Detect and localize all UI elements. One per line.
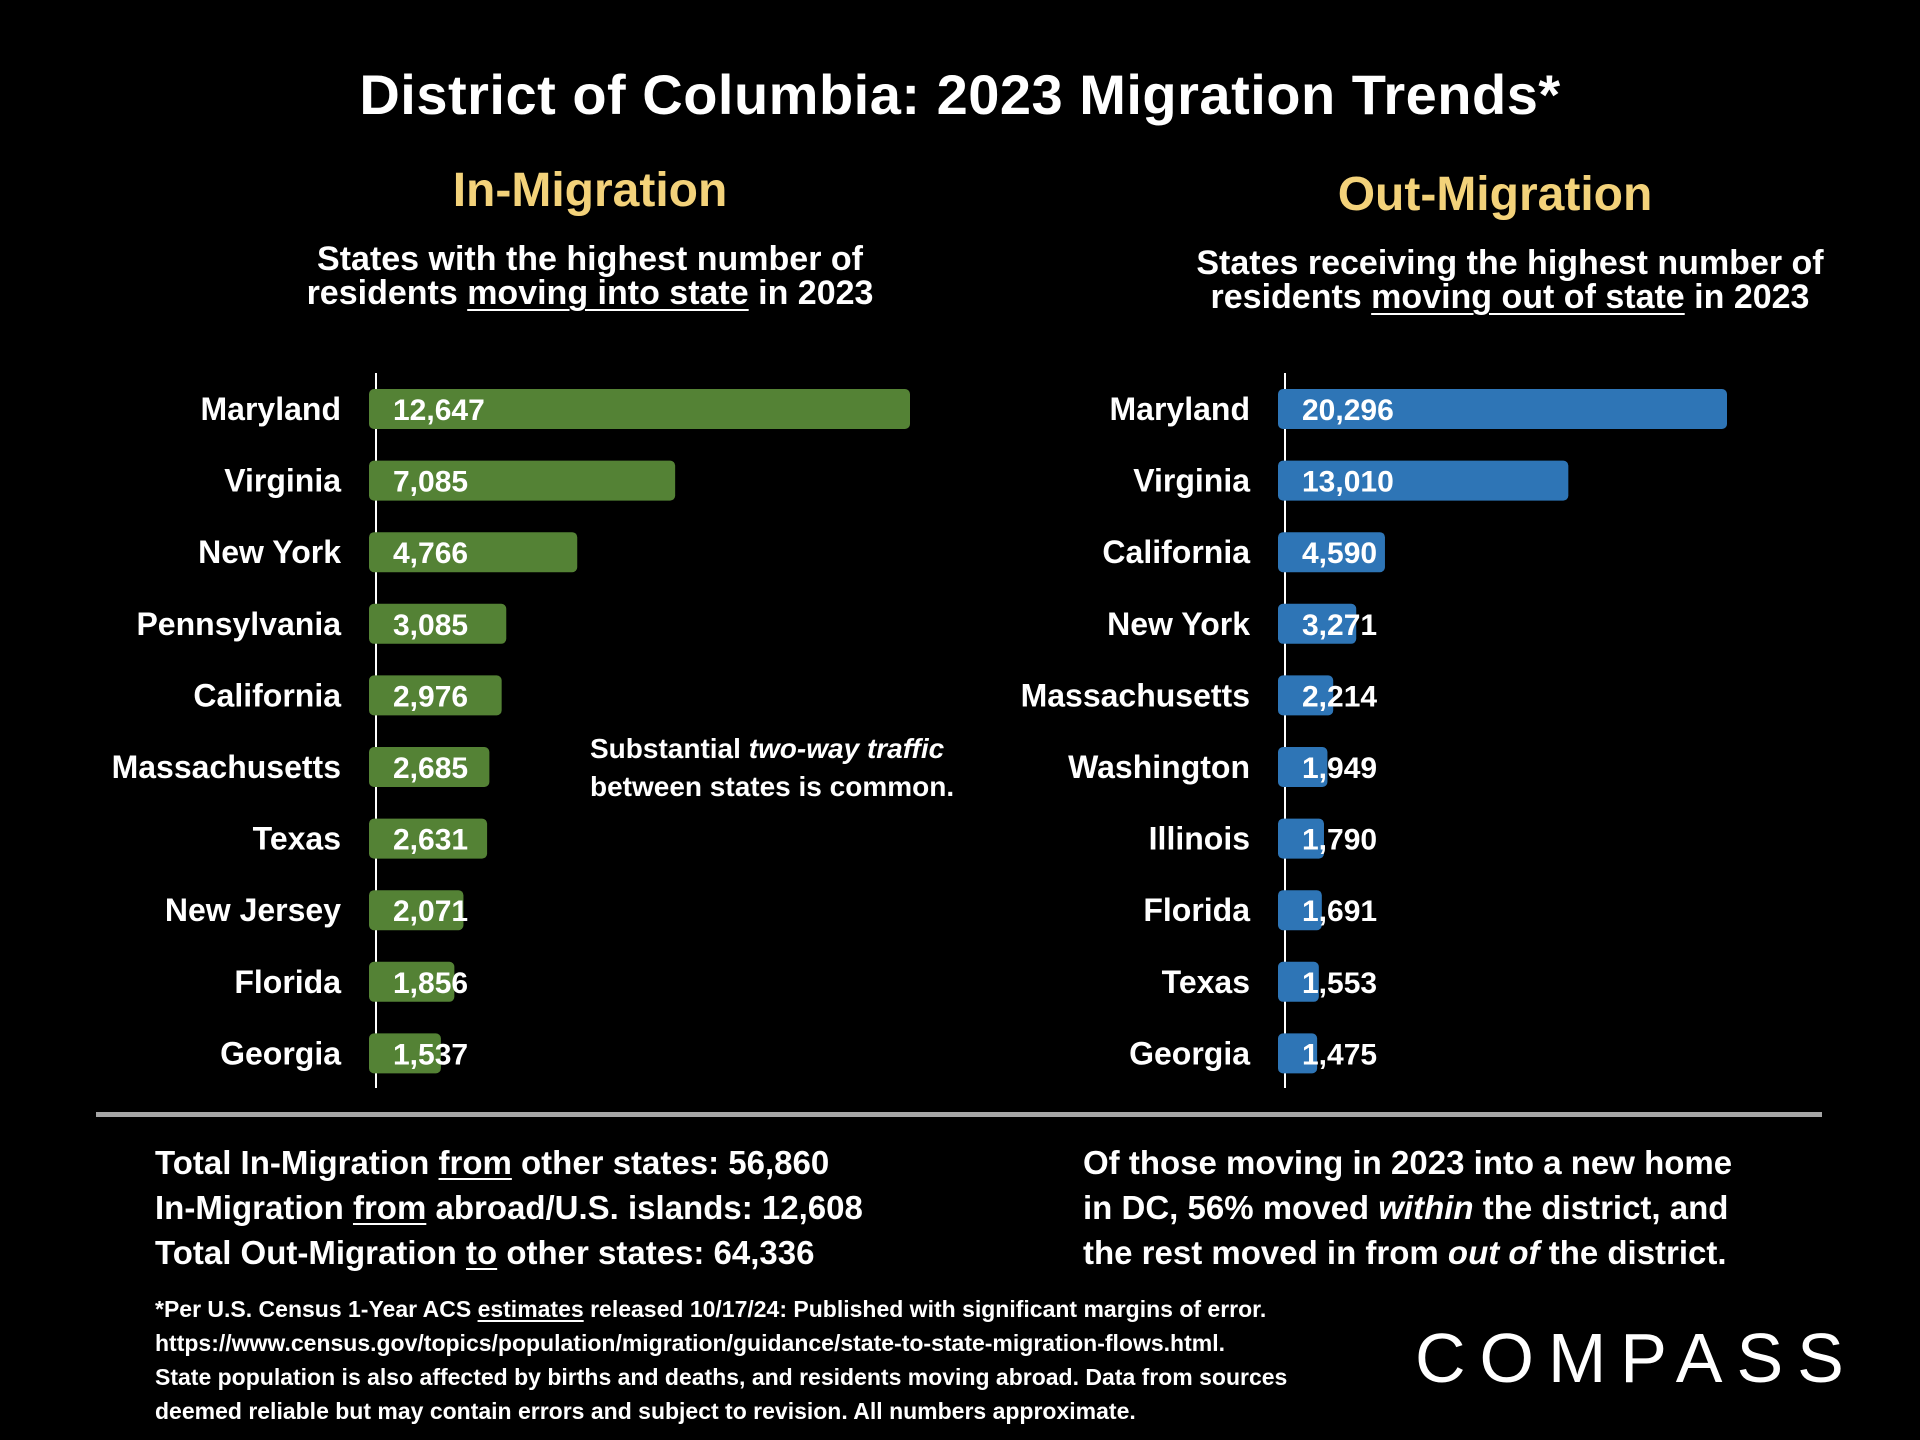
in-bar-7 xyxy=(369,890,464,931)
section-divider xyxy=(96,1112,1822,1117)
in-value-label-5: 2,685 xyxy=(393,752,468,785)
in-migration-title: In-Migration xyxy=(452,164,728,217)
in-subtitle-line1: States with the highest number of xyxy=(317,240,863,278)
in-bar-8 xyxy=(369,961,455,1002)
out-bar-0 xyxy=(1278,389,1727,429)
out-value-label-0: 20,296 xyxy=(1302,394,1394,427)
in-subtitle-line2: residents moving into state in 2023 xyxy=(306,274,874,312)
out-bar-4 xyxy=(1278,675,1334,716)
totals-block: Total In-Migration from other states: 56… xyxy=(155,1140,863,1275)
page-title: District of Columbia: 2023 Migration Tre… xyxy=(359,63,1561,126)
out-value-label-2: 4,590 xyxy=(1302,537,1377,570)
two-way-traffic-annotation: Substantial two-way traffic between stat… xyxy=(590,730,954,806)
in-bar-3 xyxy=(369,603,507,644)
out-bar-7 xyxy=(1278,890,1322,931)
out-bar-8 xyxy=(1278,961,1319,1002)
out-bar-2 xyxy=(1278,532,1385,573)
footnote-line1: *Per U.S. Census 1-Year ACS estimates re… xyxy=(155,1296,1267,1322)
note-line2: in DC, 56% moved within the district, an… xyxy=(1083,1189,1729,1226)
out-value-label-5: 1,949 xyxy=(1302,752,1377,785)
out-value-label-6: 1,790 xyxy=(1302,824,1377,857)
footnote-line4: deemed reliable but may contain errors a… xyxy=(155,1398,1136,1424)
in-category-label-2: New York xyxy=(198,534,341,570)
in-value-label-3: 3,085 xyxy=(393,609,468,642)
compass-logo: COMPASS xyxy=(1415,1319,1858,1397)
in-bar-2 xyxy=(369,532,578,573)
total-in-migration: Total In-Migration from other states: 56… xyxy=(155,1144,830,1181)
in-category-label-7: New Jersey xyxy=(165,892,341,928)
within-district-note: Of those moving in 2023 into a new home … xyxy=(1083,1140,1843,1275)
out-category-label-9: Georgia xyxy=(1129,1035,1250,1071)
out-value-label-7: 1,691 xyxy=(1302,895,1377,928)
note-line1: Of those moving in 2023 into a new home xyxy=(1083,1144,1733,1181)
in-category-label-9: Georgia xyxy=(220,1035,341,1071)
note-line3: the rest moved in from out of the distri… xyxy=(1083,1234,1727,1271)
out-bar-5 xyxy=(1278,747,1328,787)
in-bar-4 xyxy=(369,675,502,716)
out-subtitle-line1: States receiving the highest number of xyxy=(1196,244,1824,282)
annotation-line2: between states is common. xyxy=(590,771,955,802)
out-bar-1 xyxy=(1278,460,1569,501)
out-bar-6 xyxy=(1278,818,1324,859)
out-category-label-8: Texas xyxy=(1162,964,1250,1000)
in-category-label-4: California xyxy=(193,677,341,713)
in-bar-9 xyxy=(369,1033,441,1074)
out-subtitle-line2: residents moving out of state in 2023 xyxy=(1210,278,1810,316)
in-category-label-8: Florida xyxy=(234,964,341,1000)
in-value-label-2: 4,766 xyxy=(393,537,468,570)
out-category-label-3: New York xyxy=(1107,606,1250,642)
out-migration-title: Out-Migration xyxy=(1337,168,1653,221)
total-out-migration: Total Out-Migration to other states: 64,… xyxy=(155,1234,815,1271)
out-value-label-8: 1,553 xyxy=(1302,967,1377,1000)
in-value-label-1: 7,085 xyxy=(393,466,468,499)
out-migration-subtitle: States receiving the highest number of r… xyxy=(1110,246,1910,314)
in-value-label-8: 1,856 xyxy=(393,967,468,1000)
in-bar-6 xyxy=(369,818,488,859)
out-category-label-6: Illinois xyxy=(1149,821,1250,857)
migration-charts: Maryland 12,647 Virginia 7,085 New York 4,766… xyxy=(112,373,1727,1088)
in-value-label-6: 2,631 xyxy=(393,824,468,857)
out-category-label-7: Florida xyxy=(1143,892,1250,928)
out-category-label-2: California xyxy=(1102,534,1250,570)
out-value-label-3: 3,271 xyxy=(1302,609,1377,642)
out-category-label-4: Massachusetts xyxy=(1021,677,1250,713)
source-footnote: *Per U.S. Census 1-Year ACS estimates re… xyxy=(155,1292,1287,1428)
in-category-label-5: Massachusetts xyxy=(112,749,341,785)
in-migration-abroad: In-Migration from abroad/U.S. islands: 1… xyxy=(155,1189,863,1226)
in-value-label-7: 2,071 xyxy=(393,895,468,928)
in-value-label-0: 12,647 xyxy=(393,394,485,427)
out-category-label-1: Virginia xyxy=(1133,463,1250,499)
in-bar-0 xyxy=(369,389,910,429)
out-bar-9 xyxy=(1278,1033,1318,1074)
in-category-label-6: Texas xyxy=(253,821,341,857)
out-category-label-5: Washington xyxy=(1068,749,1250,785)
in-migration-subtitle: States with the highest number of reside… xyxy=(240,242,940,310)
out-category-label-0: Maryland xyxy=(1110,391,1250,427)
footnote-line2: https://www.census.gov/topics/population… xyxy=(155,1330,1225,1356)
footnote-line3: State population is also affected by bir… xyxy=(155,1364,1288,1390)
in-category-label-3: Pennsylvania xyxy=(136,606,341,642)
in-category-label-1: Virginia xyxy=(224,463,341,499)
in-bar-1 xyxy=(369,460,676,501)
out-value-label-9: 1,475 xyxy=(1302,1038,1377,1071)
out-value-label-1: 13,010 xyxy=(1302,466,1394,499)
in-category-label-0: Maryland xyxy=(201,391,341,427)
out-value-label-4: 2,214 xyxy=(1302,680,1377,713)
in-value-label-9: 1,537 xyxy=(393,1038,468,1071)
in-value-label-4: 2,976 xyxy=(393,680,468,713)
annotation-line1: Substantial two-way traffic xyxy=(590,733,945,764)
in-bar-5 xyxy=(369,747,490,787)
out-bar-3 xyxy=(1278,603,1357,644)
